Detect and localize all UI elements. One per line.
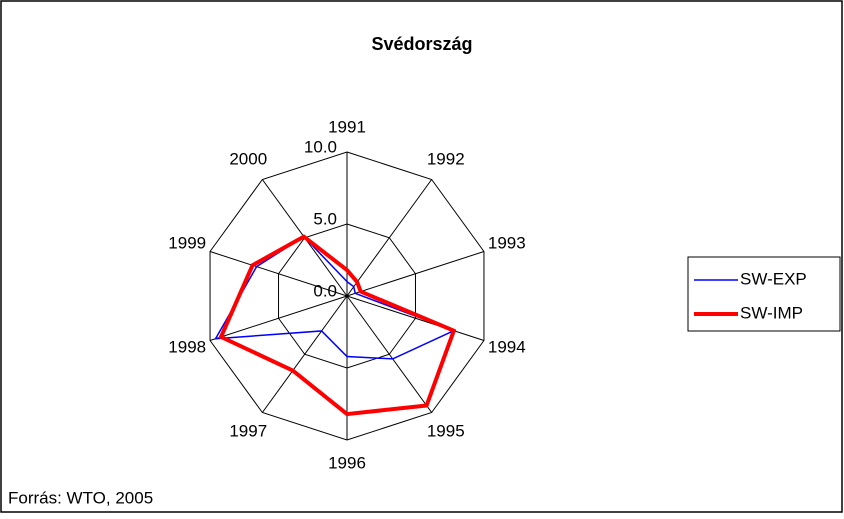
category-label: 1995 [427,421,465,440]
chart-title: Svédország [371,34,472,54]
category-label: 1994 [488,337,526,356]
category-label: 1996 [328,453,366,472]
spoke [346,295,485,341]
spoke [346,251,485,297]
legend-label: SW-IMP [740,303,803,322]
spoke [261,295,348,413]
spoke [209,295,348,341]
category-label: 1991 [328,117,366,136]
spoke [346,179,433,297]
series-line [218,234,457,417]
category-label: 1999 [168,234,206,253]
r-tick-label: 10.0 [304,137,337,156]
legend-box [687,256,841,332]
category-label: 1992 [427,150,465,169]
spoke [346,295,433,413]
spoke [209,251,348,297]
legend-label: SW-EXP [740,269,807,288]
source-note: Forrás: WTO, 2005 [8,488,153,507]
category-label: 1993 [488,234,526,253]
category-label: 1998 [168,337,206,356]
series-line [214,235,456,360]
r-tick-label: 5.0 [313,209,337,228]
r-tick-label: 0.0 [313,281,337,300]
category-label: 2000 [229,150,267,169]
category-label: 1997 [229,421,267,440]
